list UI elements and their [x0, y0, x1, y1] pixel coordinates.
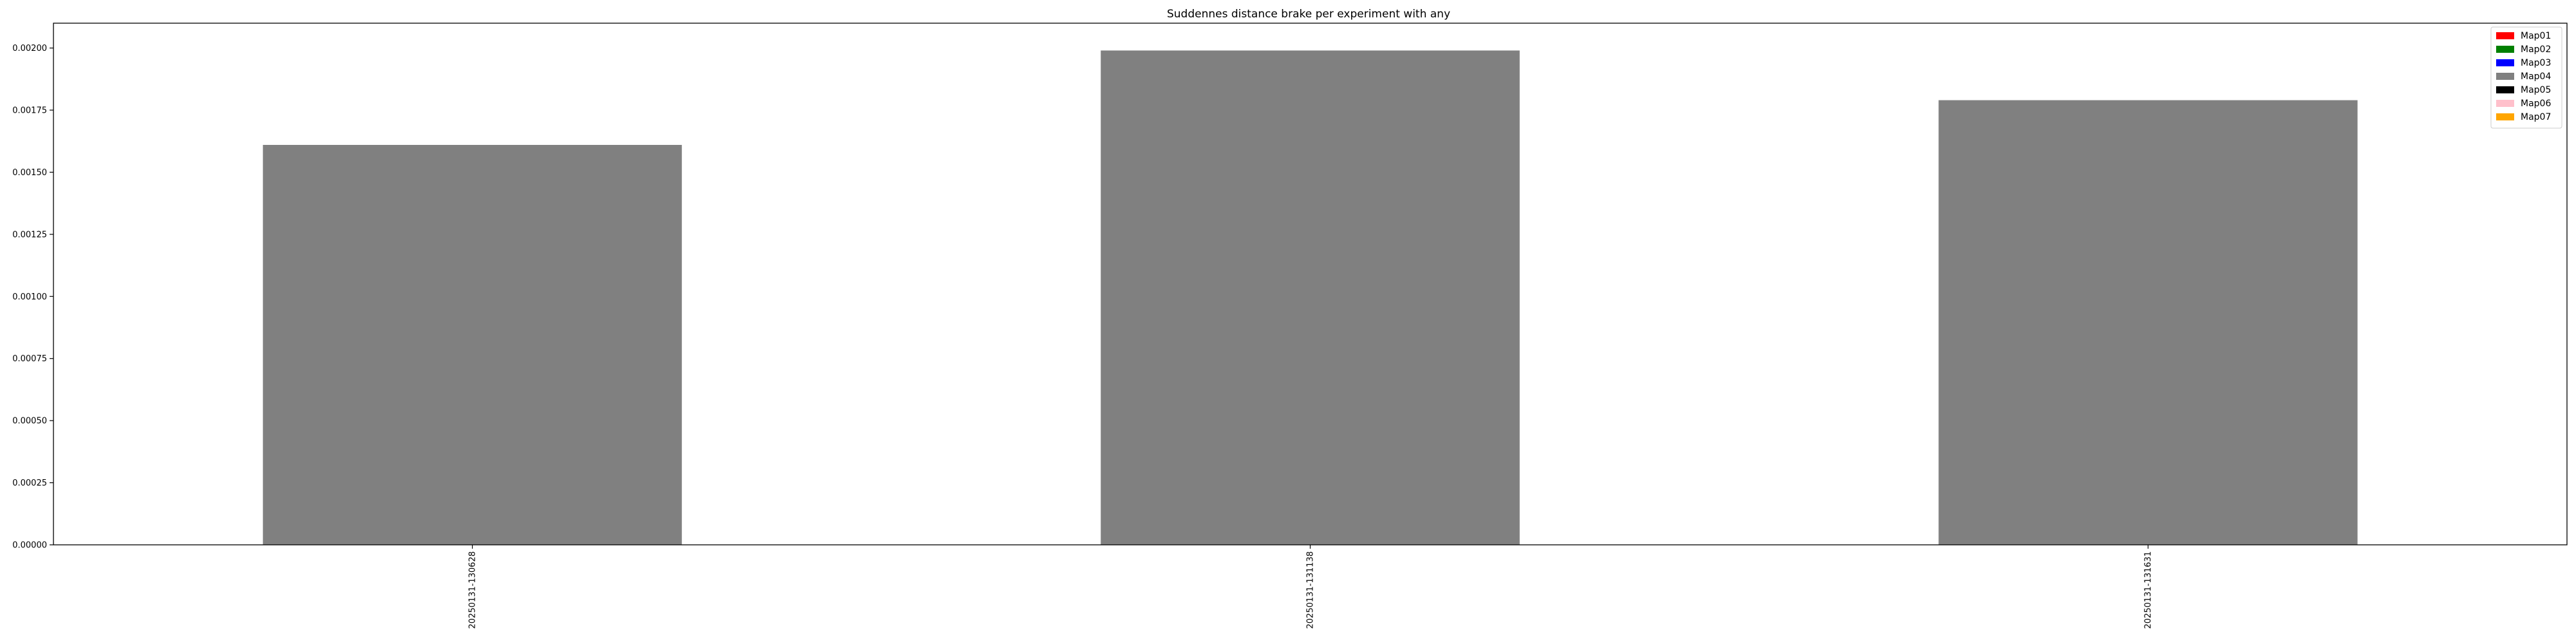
- legend-swatch-map04: [2496, 73, 2514, 80]
- legend-swatch-map07: [2496, 113, 2514, 120]
- bars-group: [263, 50, 2358, 545]
- y-axis: 0.00000 0.00025 0.00050 0.00075 0.00100 0.001…: [12, 44, 53, 551]
- chart-title: Suddennes distance brake per experiment …: [1167, 8, 1450, 21]
- legend-label: Map01: [2521, 31, 2551, 41]
- x-tick-label: 20250131-131138: [1306, 551, 1316, 629]
- y-tick-label: 0.00050: [12, 417, 47, 426]
- legend-label: Map04: [2521, 71, 2551, 82]
- legend-label: Map02: [2521, 44, 2551, 55]
- y-tick-label: 0.00025: [12, 478, 47, 488]
- x-tick-label: 20250131-131631: [2144, 551, 2154, 629]
- legend-label: Map06: [2521, 99, 2551, 109]
- bar-1: [263, 145, 682, 545]
- legend: Map01 Map02 Map03 Map04 Map05 Map06 Map07: [2490, 26, 2562, 129]
- x-tick-label: 20250131-130628: [468, 551, 478, 629]
- legend-swatch-map06: [2496, 100, 2514, 107]
- y-tick-label: 0.00200: [12, 44, 47, 53]
- y-tick-label: 0.00175: [12, 106, 47, 116]
- y-tick-label: 0.00100: [12, 292, 47, 302]
- bar-3: [1938, 100, 2358, 545]
- x-axis: 20250131-130628 20250131-131138 20250131-1…: [468, 545, 2154, 629]
- legend-label: Map05: [2521, 85, 2551, 95]
- legend-swatch-map01: [2496, 32, 2514, 39]
- y-tick-label: 0.00125: [12, 230, 47, 240]
- y-tick-label: 0.00075: [12, 354, 47, 364]
- legend-swatch-map05: [2496, 86, 2514, 93]
- bar-2: [1101, 50, 1520, 545]
- y-tick-label: 0.00150: [12, 168, 47, 178]
- legend-label: Map07: [2521, 112, 2551, 122]
- legend-swatch-map02: [2496, 46, 2514, 53]
- legend-label: Map03: [2521, 58, 2551, 68]
- y-tick-label: 0.00000: [12, 541, 47, 551]
- legend-swatch-map03: [2496, 59, 2514, 66]
- plot-frame: [53, 23, 2568, 545]
